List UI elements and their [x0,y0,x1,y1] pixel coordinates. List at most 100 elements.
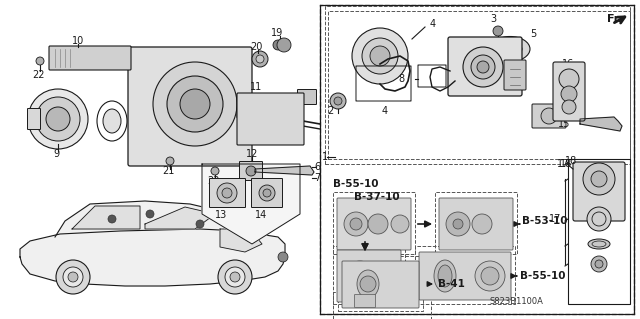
Circle shape [36,97,80,141]
Circle shape [446,212,470,236]
Circle shape [211,167,219,175]
Circle shape [587,207,611,231]
Bar [568,159,630,304]
Circle shape [562,100,576,114]
Circle shape [263,189,271,197]
Text: 20: 20 [250,42,262,52]
Text: 21: 21 [162,166,174,176]
Text: 5: 5 [530,29,536,39]
Polygon shape [145,207,215,229]
Ellipse shape [475,261,505,291]
Text: 18: 18 [565,156,577,166]
Text: 19: 19 [271,28,283,38]
Circle shape [595,260,603,268]
FancyBboxPatch shape [237,94,301,118]
Circle shape [591,256,607,272]
Text: 15: 15 [558,119,570,129]
Polygon shape [580,117,622,131]
Text: 9: 9 [53,149,59,159]
FancyBboxPatch shape [28,108,40,130]
Circle shape [277,38,291,52]
Circle shape [344,212,368,236]
Text: 22: 22 [32,70,45,80]
Text: 8: 8 [398,74,404,84]
FancyBboxPatch shape [128,47,252,166]
FancyBboxPatch shape [342,261,419,308]
FancyBboxPatch shape [49,46,131,70]
Bar [333,246,405,304]
Bar [435,192,517,254]
Circle shape [453,219,463,229]
Polygon shape [20,229,285,286]
Polygon shape [72,206,140,229]
FancyBboxPatch shape [252,179,282,207]
Text: B-41: B-41 [438,279,465,289]
FancyBboxPatch shape [337,250,401,302]
Circle shape [68,272,78,282]
Circle shape [591,171,607,187]
Text: B-55-10: B-55-10 [333,179,378,189]
Circle shape [541,108,557,124]
Circle shape [562,66,572,76]
Circle shape [477,61,489,73]
Circle shape [36,57,44,65]
Text: B-37-10: B-37-10 [354,192,399,202]
Text: B-55-10: B-55-10 [520,271,566,281]
Circle shape [472,214,492,234]
Circle shape [218,260,252,294]
Circle shape [167,76,223,132]
Text: 1: 1 [322,152,328,162]
Polygon shape [55,201,260,237]
Ellipse shape [357,270,379,298]
Text: 7: 7 [314,173,320,183]
Circle shape [246,166,256,176]
Ellipse shape [103,109,121,133]
Circle shape [561,86,577,102]
Text: 2: 2 [327,106,333,116]
Circle shape [334,97,342,105]
FancyBboxPatch shape [448,37,522,96]
Bar [333,192,415,254]
Bar [325,6,630,164]
Text: 17: 17 [549,214,561,224]
Text: 4: 4 [430,19,436,29]
Polygon shape [202,164,300,244]
FancyBboxPatch shape [351,283,372,301]
FancyBboxPatch shape [209,179,246,207]
Circle shape [56,260,90,294]
Text: 4: 4 [382,106,388,116]
Circle shape [252,51,268,67]
Text: B-53-10: B-53-10 [522,216,568,226]
Circle shape [146,210,154,218]
Text: 17: 17 [557,159,570,169]
Circle shape [63,267,83,287]
Text: 6: 6 [314,162,320,172]
Text: 11: 11 [250,82,262,92]
Circle shape [153,62,237,146]
Ellipse shape [481,267,499,285]
Circle shape [391,215,409,233]
Circle shape [368,214,388,234]
Circle shape [352,268,368,284]
Text: 14: 14 [255,210,268,220]
FancyBboxPatch shape [239,161,262,181]
Ellipse shape [490,36,530,62]
Circle shape [28,89,88,149]
Circle shape [330,93,346,109]
Text: 12: 12 [246,149,258,159]
Circle shape [345,261,375,291]
Bar [415,246,515,304]
Circle shape [352,28,408,84]
FancyBboxPatch shape [337,198,411,250]
FancyBboxPatch shape [237,93,304,145]
FancyBboxPatch shape [573,162,625,221]
Text: Fr.: Fr. [607,14,622,24]
Text: S823B1100A: S823B1100A [490,296,544,306]
Circle shape [278,252,288,262]
Circle shape [463,47,503,87]
Circle shape [350,218,362,230]
Circle shape [225,267,245,287]
FancyBboxPatch shape [419,252,511,300]
Circle shape [46,107,70,131]
Circle shape [196,220,204,228]
